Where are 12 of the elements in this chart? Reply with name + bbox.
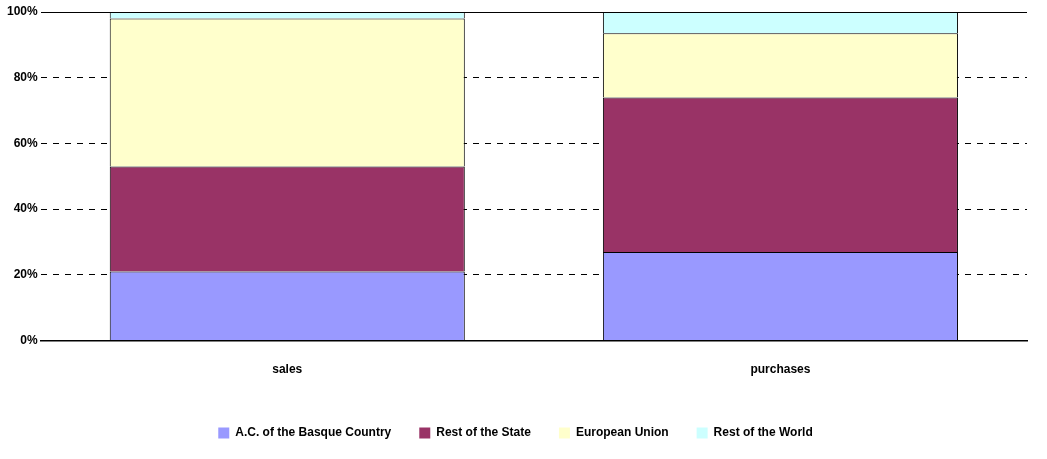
y-tick-label: 60%: [13, 135, 39, 150]
x-tick-label: sales: [272, 362, 303, 377]
y-tick-label: 80%: [13, 70, 39, 85]
x-tick-label: purchases: [750, 362, 811, 377]
y-tick-label: 40%: [13, 201, 39, 216]
y-tick-label: 100%: [6, 4, 39, 19]
legend-label: Rest of the World: [713, 425, 813, 440]
y-tick-label: 20%: [13, 267, 39, 282]
y-tick-label: 0%: [20, 332, 39, 347]
legend-label: A.C. of the Basque Country: [235, 425, 392, 440]
legend-label: Rest of the State: [436, 425, 532, 440]
legend-label: European Union: [575, 425, 669, 440]
